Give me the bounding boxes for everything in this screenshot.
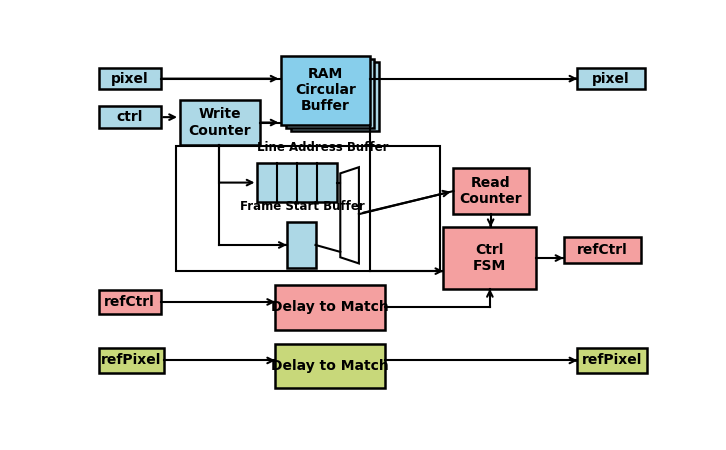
Bar [286, 58, 375, 128]
Bar [444, 227, 537, 289]
Bar [454, 168, 529, 214]
Text: Ctrl
FSM: Ctrl FSM [473, 243, 507, 273]
Bar [282, 55, 370, 125]
Polygon shape [340, 167, 359, 263]
Text: ctrl: ctrl [116, 110, 143, 124]
Text: Frame Start Buffer: Frame Start Buffer [240, 200, 365, 213]
Bar [577, 68, 645, 90]
Bar [290, 62, 379, 131]
Bar [577, 348, 647, 373]
Bar [180, 100, 260, 145]
Text: refPixel: refPixel [582, 353, 643, 368]
Bar [275, 285, 386, 330]
Text: Delay to Match: Delay to Match [272, 300, 389, 315]
Text: refCtrl: refCtrl [104, 295, 155, 309]
Bar [176, 146, 439, 271]
Bar [99, 106, 160, 128]
Bar [287, 222, 316, 268]
Text: refCtrl: refCtrl [577, 243, 627, 257]
Text: Read
Counter: Read Counter [460, 176, 522, 206]
Text: RAM
Circular
Buffer: RAM Circular Buffer [295, 67, 356, 113]
Bar [99, 68, 160, 90]
Bar [258, 163, 337, 202]
Text: Delay to Match: Delay to Match [272, 359, 389, 373]
Bar [99, 290, 160, 314]
Bar [275, 343, 386, 388]
Text: pixel: pixel [110, 72, 148, 86]
Bar [99, 348, 164, 373]
Text: Line Address Buffer: Line Address Buffer [258, 141, 389, 154]
Bar [563, 237, 641, 263]
Text: Write
Counter: Write Counter [189, 108, 251, 138]
Text: refPixel: refPixel [101, 353, 162, 368]
Text: pixel: pixel [592, 72, 630, 86]
